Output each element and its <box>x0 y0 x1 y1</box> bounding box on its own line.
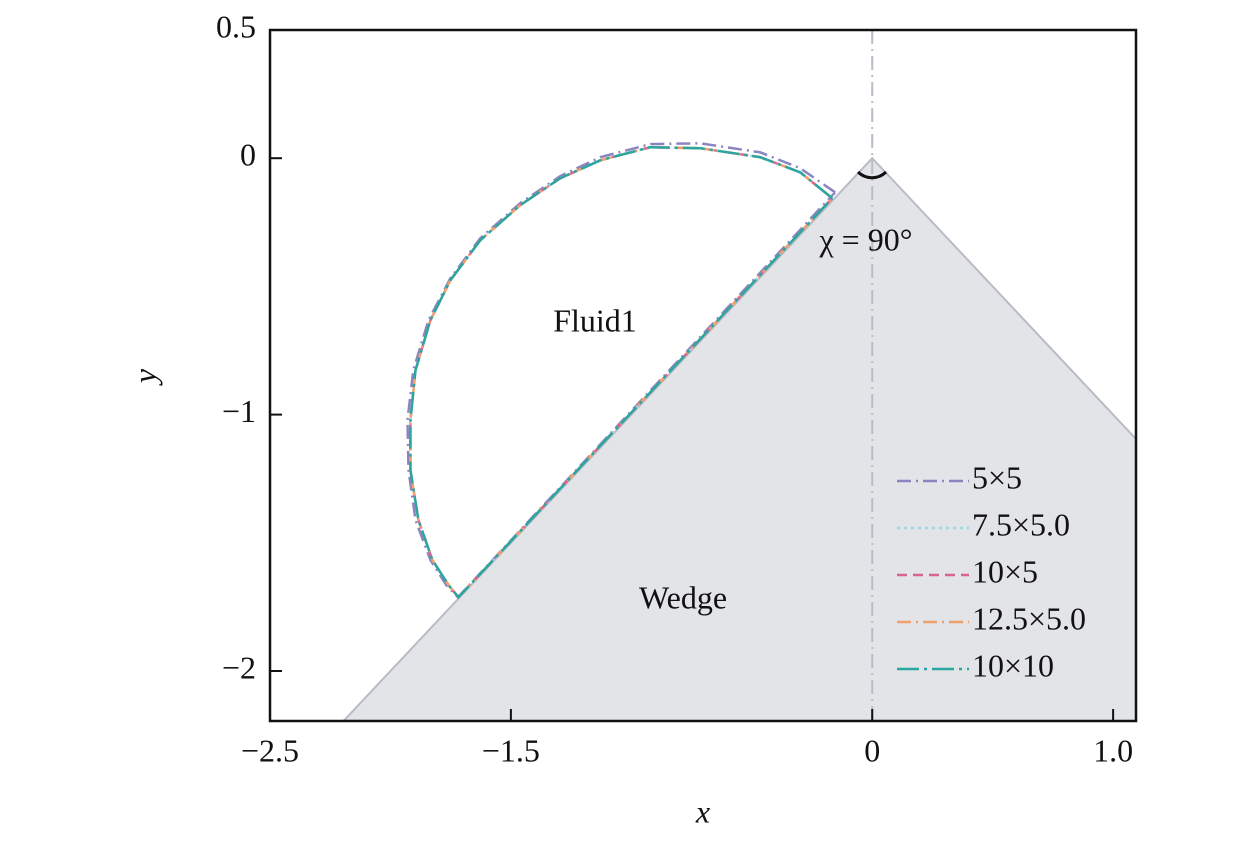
y-tick-label: 0.5 <box>216 8 256 44</box>
legend-label: 5×5 <box>972 459 1022 495</box>
droplet-line <box>409 145 834 600</box>
x-tick-label: −2.5 <box>241 732 299 768</box>
droplet-line <box>409 145 834 600</box>
x-tick-label: 1.0 <box>1093 732 1133 768</box>
y-tick-label: −2 <box>222 649 256 685</box>
wedge-layer <box>270 30 1136 721</box>
plot-frame <box>268 28 1138 723</box>
legend-label: 7.5×5.0 <box>972 506 1070 542</box>
annotation: χ = 90° <box>818 221 912 257</box>
lines-layer <box>406 142 837 600</box>
x-axis-label: x <box>695 793 710 829</box>
x-tick-label: −1.5 <box>482 732 540 768</box>
x-tick-label: 0 <box>864 732 880 768</box>
angle-arc <box>856 170 888 180</box>
y-tick-label: −1 <box>222 393 256 429</box>
y-axis-label: y <box>126 368 162 386</box>
legend-label: 10×10 <box>972 647 1054 683</box>
annotation: Fluid1 <box>553 302 637 338</box>
legend-label: 10×5 <box>972 553 1038 589</box>
annotation: Wedge <box>639 579 727 615</box>
legend-label: 12.5×5.0 <box>972 600 1086 636</box>
wedge <box>270 156 1136 721</box>
y-tick-label: 0 <box>240 137 256 173</box>
